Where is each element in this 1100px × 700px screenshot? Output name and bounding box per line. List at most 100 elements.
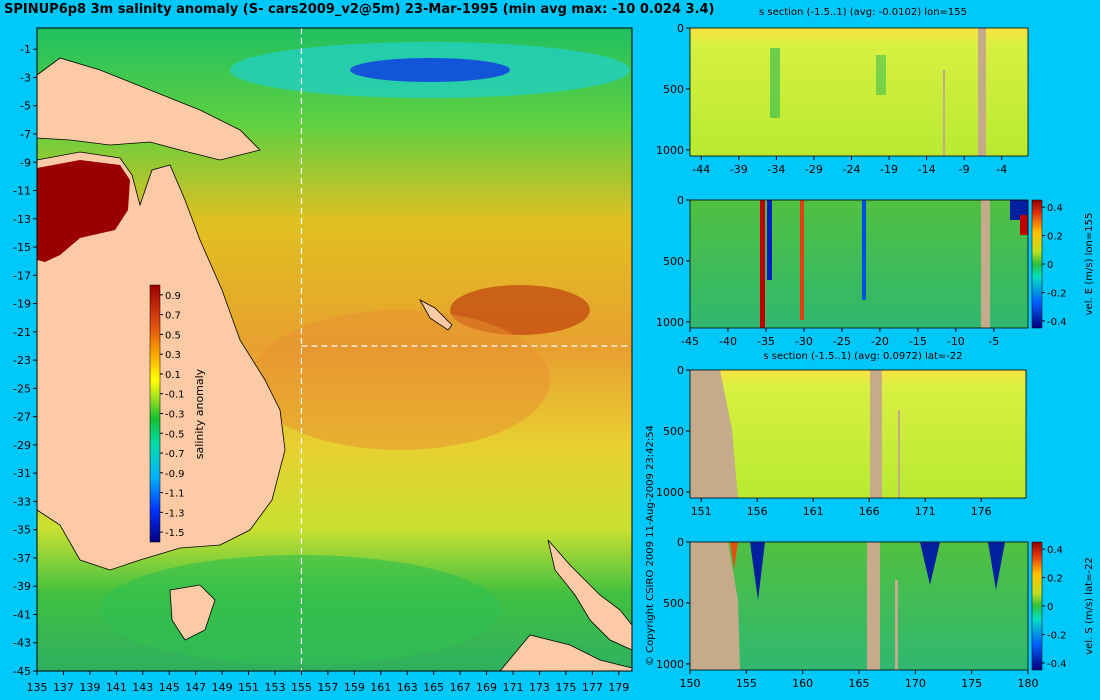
section-x-tick-label: 180 <box>1018 677 1039 690</box>
velocity-colorbar-tick-label: 0.2 <box>1047 574 1063 585</box>
section-x-tick-label: -29 <box>805 163 823 176</box>
panel-salinity-lon-field <box>690 28 1028 156</box>
new-caledonia <box>418 299 453 331</box>
section-x-tick-label: 170 <box>905 677 926 690</box>
velocity-colorbar-tick-label: -0.4 <box>1047 659 1067 670</box>
panel-velocity-east-jet <box>862 200 866 300</box>
section-x-tick-label: 166 <box>859 505 880 518</box>
velocity-colorbar-tick-label: -0.2 <box>1047 630 1067 641</box>
map-y-ticks: -1 -3 -5 -7 -9 -11 -13 -15 -17 -19 -21 -23 -25 -27 -29… <box>13 43 37 678</box>
map-x-ticks: 135 137 139 141 143 145 147 149 151 153 155 157 159 1… <box>27 671 629 694</box>
section-y-tick-label: 0 <box>677 364 684 377</box>
map-x-tick-label: 159 <box>344 681 365 694</box>
panel-salinity-lon-anomaly <box>876 55 886 95</box>
section-x-tick-label: 176 <box>971 505 992 518</box>
map-y-tick-label: -23 <box>13 354 31 367</box>
section-x-tick-label: 171 <box>915 505 936 518</box>
map-y-tick-label: -33 <box>13 495 31 508</box>
salinity-colorbar-tick-label: 0.5 <box>165 330 181 341</box>
salinity-colorbar-tick-label: 0.3 <box>165 350 181 361</box>
velocity-east-colorbar-label: vel. E (m/s) lon=155 <box>1084 213 1095 316</box>
panel-velocity-south-field <box>690 542 1028 670</box>
map-y-tick-label: -11 <box>13 185 31 198</box>
velocity-colorbar-tick-label: -0.4 <box>1047 317 1067 328</box>
velocity-south-colorbar-ramp <box>1031 541 1043 671</box>
map-x-tick-label: 137 <box>53 681 74 694</box>
velocity-colorbar-tick-label: 0 <box>1047 602 1053 613</box>
salinity-colorbar-tick-label: -1.3 <box>165 508 185 519</box>
map-x-tick-label: 149 <box>212 681 233 694</box>
panel-salinity-lat-ticks: 151 156 161 166 171 176 0 500 1000 <box>656 364 992 518</box>
panel-salinity-lat-title: s section (-1.5..1) (avg: 0.0972) lat=-2… <box>763 351 962 362</box>
section-y-tick-label: 0 <box>677 22 684 35</box>
section-y-tick-label: 1000 <box>656 486 684 499</box>
panel-velocity-south-seafloor <box>690 542 740 670</box>
velocity-colorbar-tick-label: 0.4 <box>1047 203 1063 214</box>
section-x-tick-label: -39 <box>730 163 748 176</box>
panel-salinity-lat-seafloor <box>870 370 882 498</box>
velocity-colorbar-tick-label: -0.2 <box>1047 288 1067 299</box>
panel-salinity-lat-seafloor <box>898 410 900 498</box>
section-x-tick-label: -15 <box>909 335 927 348</box>
section-x-tick-label: 165 <box>849 677 870 690</box>
map-y-tick-label: -15 <box>13 241 31 254</box>
salinity-colorbar-tick-label: -0.7 <box>165 449 185 460</box>
section-y-tick-label: 1000 <box>656 316 684 329</box>
velocity-colorbar-tick-label: 0.4 <box>1047 545 1063 556</box>
section-x-tick-label: -24 <box>843 163 861 176</box>
map-y-tick-label: -27 <box>13 411 31 424</box>
panel-velocity-south-core <box>750 542 765 600</box>
map-frame <box>36 27 633 672</box>
map-x-tick-label: 169 <box>476 681 497 694</box>
panel-velocity-east-ticks: -45 -40 -35 -30 -25 -20 -15 -10 -5 0 500 1000 <box>656 194 999 348</box>
panel-velocity-south-seafloor <box>895 580 898 670</box>
salinity-colorbar-ticks: 0.9 0.7 0.5 0.3 0.1 -0.1 -0.3 -0.5 -0.7 -0.9 -1.1 -… <box>160 291 185 539</box>
panel-velocity-south: 150 155 160 165 170 175 180 0 500 1000 0.4 0.2 0 -0.… <box>656 536 1095 690</box>
panel-salinity-lon-frame <box>689 27 1029 157</box>
map-y-tick-label: -13 <box>13 213 31 226</box>
panel-velocity-south-core <box>730 542 738 570</box>
map-y-tick-label: -3 <box>20 71 31 84</box>
panel-salinity-lon-anomaly <box>770 48 780 118</box>
section-x-tick-label: -10 <box>947 335 965 348</box>
section-x-tick-label: -19 <box>880 163 898 176</box>
map-x-tick-label: 157 <box>317 681 338 694</box>
panel-velocity-east-field <box>690 200 1028 328</box>
section-x-tick-label: 156 <box>747 505 768 518</box>
panel-velocity-east-frame <box>689 199 1029 329</box>
salinity-colorbar-tick-label: -1.1 <box>165 489 185 500</box>
map-y-tick-label: -29 <box>13 439 31 452</box>
velocity-colorbar-tick-label: 0.2 <box>1047 232 1063 243</box>
map-y-tick-label: -45 <box>13 665 31 678</box>
panel-salinity-lat-frame <box>689 369 1027 499</box>
map-x-tick-label: 167 <box>450 681 471 694</box>
map-x-tick-label: 145 <box>159 681 180 694</box>
map-x-tick-label: 135 <box>27 681 48 694</box>
salinity-colorbar-tick-label: -0.5 <box>165 429 185 440</box>
map-x-tick-label: 171 <box>503 681 524 694</box>
panel-salinity-lon-seafloor <box>943 70 945 156</box>
section-y-tick-label: 500 <box>663 425 684 438</box>
salinity-colorbar: 0.9 0.7 0.5 0.3 0.1 -0.1 -0.3 -0.5 -0.7 -0.9 -1.1 -… <box>149 284 206 543</box>
velocity-east-colorbar-ticks: 0.4 0.2 0 -0.2 -0.4 <box>1042 203 1067 328</box>
map-x-tick-label: 175 <box>555 681 576 694</box>
salinity-colorbar-tick-label: 0.7 <box>165 311 181 322</box>
panel-velocity-east-jet <box>1020 215 1028 235</box>
section-x-tick-label: -9 <box>959 163 970 176</box>
panel-velocity-east-jet <box>767 200 772 280</box>
section-x-tick-label: 175 <box>961 677 982 690</box>
salinity-colorbar-tick-label: 0.1 <box>165 370 181 381</box>
section-y-tick-label: 1000 <box>656 658 684 671</box>
map-y-tick-label: -19 <box>13 298 31 311</box>
section-x-tick-label: 155 <box>736 677 757 690</box>
map-y-tick-label: -35 <box>13 524 31 537</box>
section-x-tick-label: 161 <box>803 505 824 518</box>
map-y-tick-label: -37 <box>13 552 31 565</box>
map-y-tick-label: -7 <box>20 128 31 141</box>
velocity-colorbar-tick-label: 0 <box>1047 260 1053 271</box>
figure-title: SPINUP6p8 3m salinity anomaly (S- cars20… <box>4 2 715 17</box>
map-x-tick-label: 147 <box>185 681 206 694</box>
panel-salinity-lat-field <box>690 370 1026 498</box>
section-x-tick-label: 151 <box>691 505 712 518</box>
